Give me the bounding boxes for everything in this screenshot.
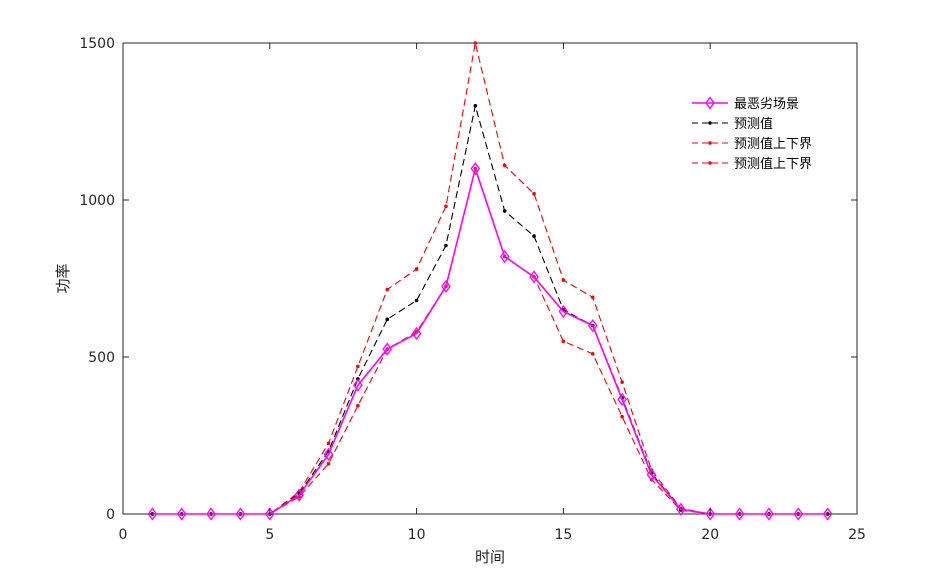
data-point bbox=[356, 403, 360, 408]
x-tick-label: 25 bbox=[848, 527, 866, 543]
data-point bbox=[206, 507, 216, 521]
legend-entry: 预测值上下界 bbox=[692, 156, 812, 172]
y-tick-label: 500 bbox=[88, 350, 115, 366]
data-point bbox=[620, 414, 624, 419]
legend-label: 预测值上下界 bbox=[734, 136, 812, 152]
y-tick-label: 1500 bbox=[79, 36, 115, 52]
legend-marker bbox=[708, 141, 712, 145]
legend-marker bbox=[708, 121, 712, 125]
data-point bbox=[414, 298, 419, 303]
data-point bbox=[470, 161, 481, 176]
data-point bbox=[532, 234, 536, 238]
legend-marker bbox=[705, 96, 715, 110]
data-point bbox=[620, 380, 624, 384]
data-point bbox=[529, 270, 539, 284]
data-point bbox=[382, 342, 393, 356]
x-tick-label: 15 bbox=[554, 527, 572, 543]
data-point bbox=[822, 507, 833, 521]
data-point bbox=[617, 392, 627, 406]
x-tick-label: 5 bbox=[265, 527, 274, 543]
data-point bbox=[502, 163, 507, 168]
data-point bbox=[444, 204, 448, 209]
x-tick-label: 20 bbox=[701, 527, 719, 543]
data-point bbox=[499, 249, 510, 264]
legend-entry: 最恶劣场景 bbox=[692, 96, 799, 112]
data-point bbox=[734, 507, 745, 521]
data-point bbox=[176, 507, 187, 521]
data-point bbox=[502, 209, 507, 213]
data-point bbox=[323, 447, 334, 461]
data-point bbox=[473, 104, 478, 108]
plot-area bbox=[122, 42, 858, 515]
data-point bbox=[264, 507, 275, 521]
data-point bbox=[385, 317, 390, 322]
data-point bbox=[353, 378, 363, 392]
data-point bbox=[444, 243, 448, 248]
data-point bbox=[235, 507, 246, 521]
series-layer bbox=[147, 41, 833, 521]
data-point bbox=[587, 318, 598, 333]
legend-entry: 预测值 bbox=[692, 116, 773, 132]
data-point bbox=[326, 461, 331, 466]
data-point bbox=[441, 279, 451, 293]
data-point bbox=[414, 267, 419, 271]
legend-entry: 预测值上下界 bbox=[692, 136, 812, 152]
data-point bbox=[646, 468, 657, 482]
data-point bbox=[558, 304, 569, 319]
data-point bbox=[705, 507, 716, 521]
y-tick-label: 1000 bbox=[79, 193, 115, 209]
data-point bbox=[532, 191, 536, 196]
data-point bbox=[294, 488, 304, 502]
legend-label: 最恶劣场景 bbox=[734, 97, 799, 112]
x-tick-label: 0 bbox=[119, 527, 128, 543]
y-tick-label: 0 bbox=[106, 507, 115, 523]
data-point bbox=[590, 295, 595, 300]
data-point bbox=[676, 502, 686, 516]
axis-ticks: 0 5 10 15 20 25 0 500 1000 1500 bbox=[79, 36, 866, 543]
series-line bbox=[152, 165, 828, 515]
data-point bbox=[473, 41, 478, 45]
data-point bbox=[385, 287, 390, 292]
data-point bbox=[326, 441, 331, 446]
data-point bbox=[590, 352, 595, 356]
x-axis-label: 时间 bbox=[475, 548, 505, 566]
data-point bbox=[561, 339, 566, 344]
legend-label: 预测值 bbox=[734, 116, 773, 132]
y-axis-label: 功率 bbox=[54, 263, 72, 293]
plot-box bbox=[122, 42, 858, 515]
legend-label: 预测值上下界 bbox=[734, 156, 812, 172]
data-point bbox=[356, 364, 360, 369]
x-tick-label: 10 bbox=[408, 527, 426, 543]
data-point bbox=[411, 326, 422, 341]
series-0 bbox=[147, 161, 833, 521]
data-point bbox=[793, 507, 804, 521]
data-point bbox=[561, 278, 566, 282]
data-point bbox=[147, 507, 158, 521]
legend-marker bbox=[708, 161, 712, 165]
data-point bbox=[764, 507, 774, 521]
